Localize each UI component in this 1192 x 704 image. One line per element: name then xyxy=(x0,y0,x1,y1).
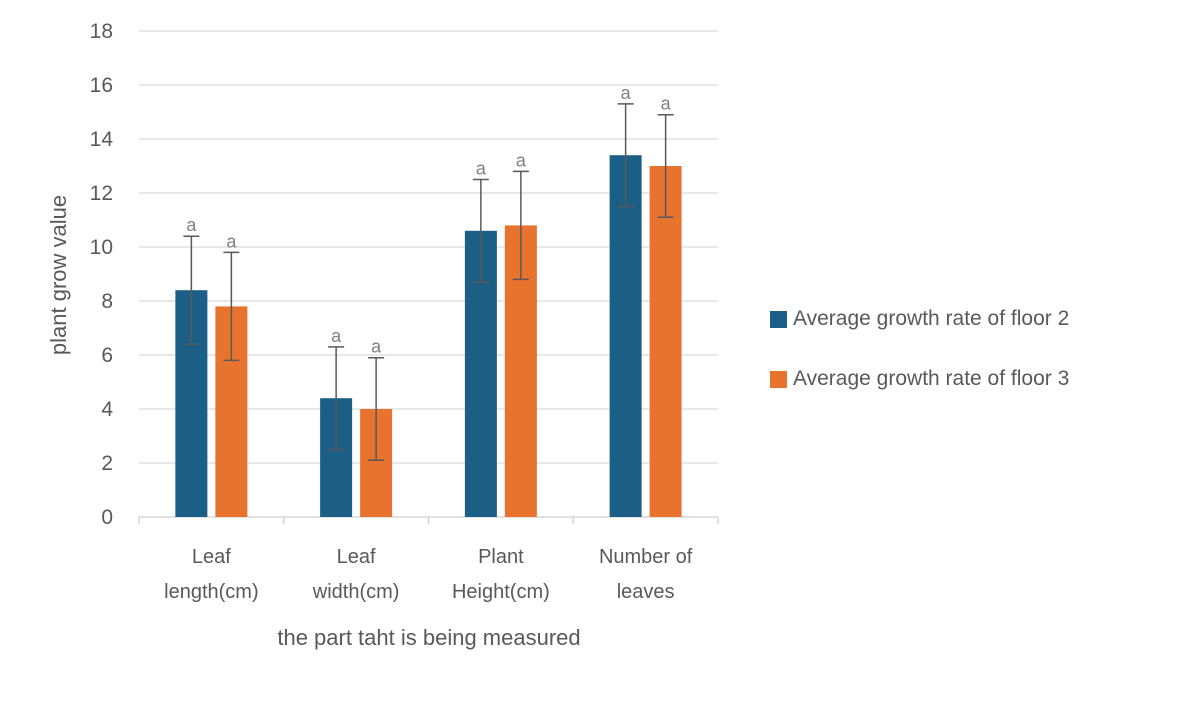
significance-label: a xyxy=(476,159,487,179)
x-category-label: Leaf xyxy=(337,546,376,568)
y-tick-label: 12 xyxy=(90,182,113,205)
significance-label: a xyxy=(516,150,527,170)
x-category-label: Plant xyxy=(478,546,524,568)
legend-label: Average growth rate of floor 3 xyxy=(793,367,1070,390)
legend: Average growth rate of floor 2 Average g… xyxy=(770,304,1069,424)
y-axis-title: plant grow value xyxy=(46,195,71,355)
error-bars xyxy=(183,103,674,462)
legend-swatch-floor-2 xyxy=(770,310,787,328)
legend-item-floor-3[interactable]: Average growth rate of floor 3 xyxy=(770,364,1069,394)
significance-label: a xyxy=(621,83,632,103)
bar xyxy=(649,166,682,517)
significance-label: a xyxy=(371,337,382,357)
significance-label: a xyxy=(661,94,672,114)
significance-label: a xyxy=(331,326,342,346)
x-category-label: Leaf xyxy=(192,546,231,568)
y-tick-label: 0 xyxy=(101,506,113,529)
y-tick-label: 4 xyxy=(101,398,113,421)
significance-label: a xyxy=(226,231,237,251)
x-axis xyxy=(138,516,719,524)
y-tick-label: 6 xyxy=(101,344,113,367)
y-tick-label: 8 xyxy=(101,290,113,313)
y-tick-label: 10 xyxy=(90,236,113,259)
x-category-label: Height(cm) xyxy=(452,581,550,603)
y-tick-label: 18 xyxy=(90,20,113,43)
significance-labels: a a a a a a a a xyxy=(186,83,671,357)
x-category-label: leaves xyxy=(617,581,675,603)
x-axis-title: the part taht is being measured xyxy=(277,625,580,650)
x-category-label: length(cm) xyxy=(164,581,258,603)
y-axis-ticks: 0 2 4 6 8 10 12 14 16 18 xyxy=(90,20,114,529)
bar xyxy=(609,155,642,517)
y-tick-label: 2 xyxy=(101,452,113,475)
significance-label: a xyxy=(186,215,197,235)
y-tick-label: 14 xyxy=(90,128,114,151)
x-category-label: width(cm) xyxy=(312,581,400,603)
legend-swatch-floor-3 xyxy=(770,370,787,388)
legend-item-floor-2[interactable]: Average growth rate of floor 2 xyxy=(770,304,1069,334)
x-category-label: Number of xyxy=(599,546,693,568)
y-tick-label: 16 xyxy=(90,74,113,97)
category-labels: Leaf length(cm) Leaf width(cm) Plant Height(c… xyxy=(164,546,693,603)
legend-label: Average growth rate of floor 2 xyxy=(793,307,1070,330)
